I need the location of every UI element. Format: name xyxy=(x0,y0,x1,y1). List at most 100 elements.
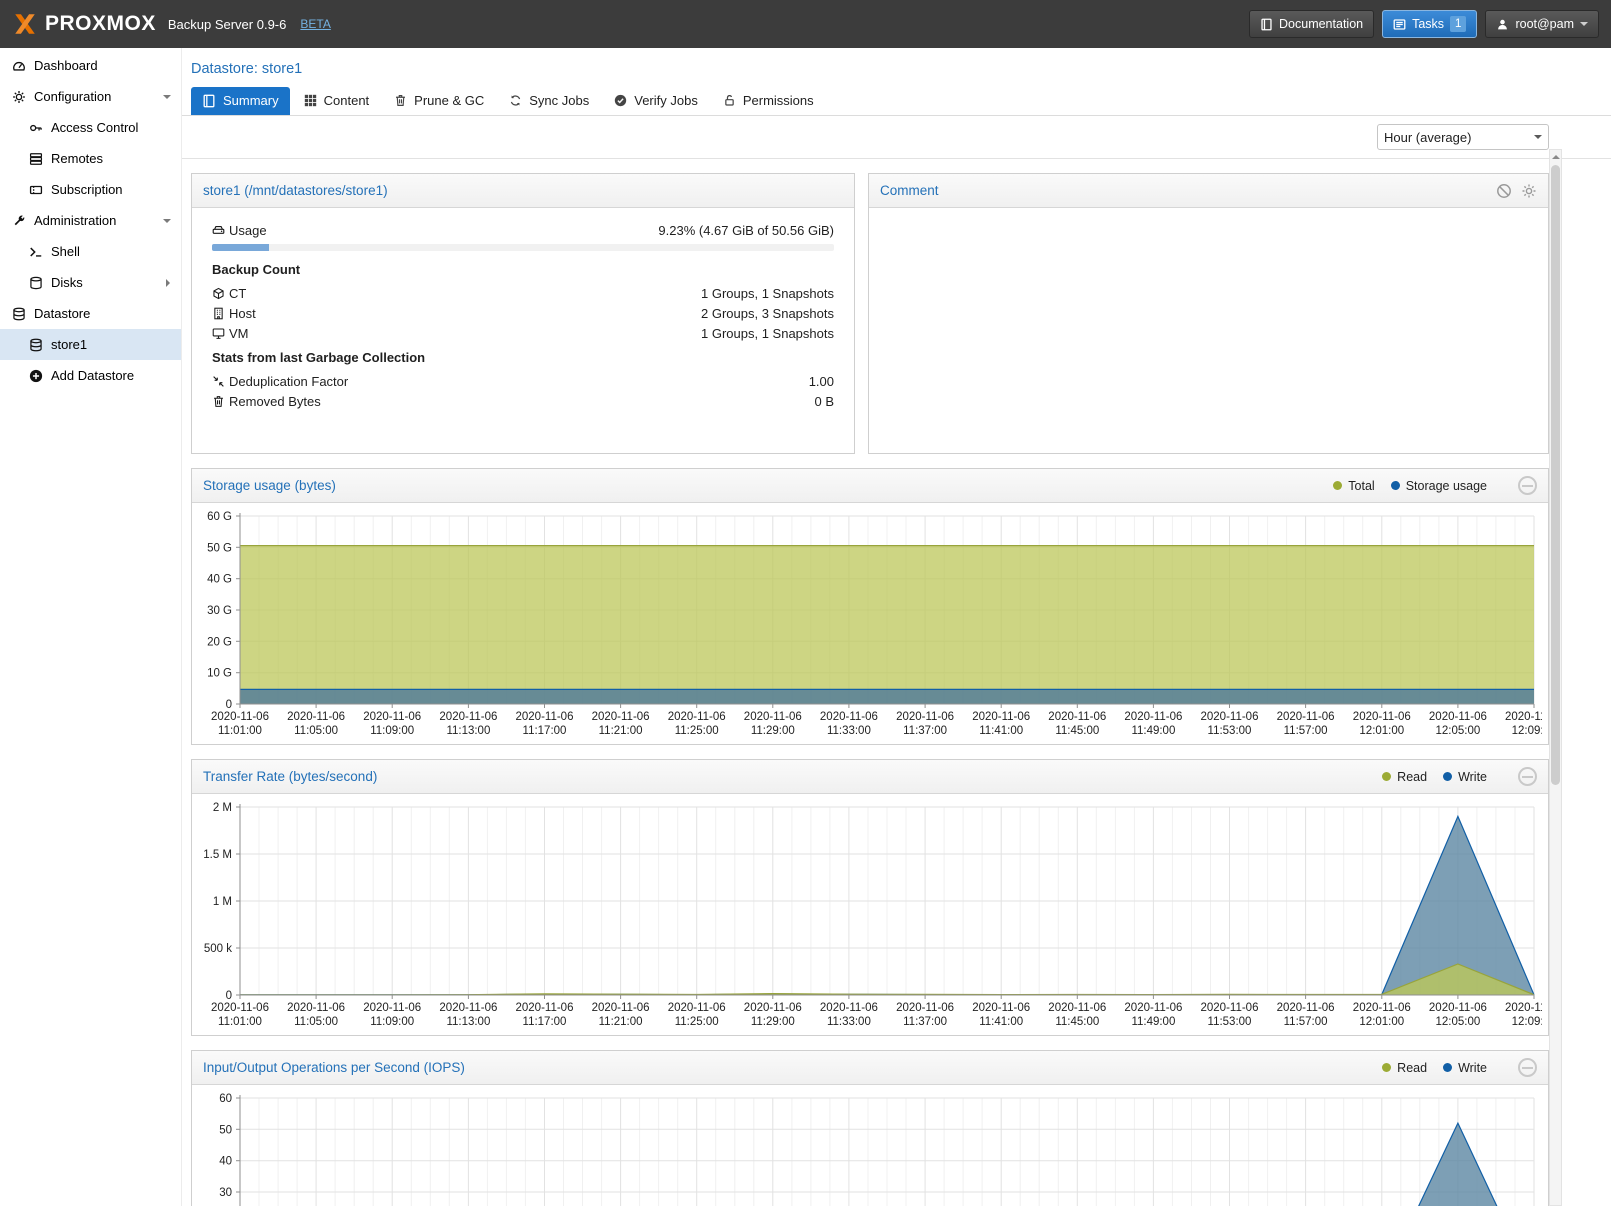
collapse-legend-icon[interactable] xyxy=(1518,767,1537,786)
tab-verify-jobs[interactable]: Verify Jobs xyxy=(603,87,709,115)
comment-panel: Comment xyxy=(868,173,1549,454)
svg-text:2020-11-06: 2020-11-06 xyxy=(516,1002,574,1014)
svg-text:11:17:00: 11:17:00 xyxy=(523,725,567,737)
trash-icon xyxy=(394,94,407,107)
time-period-select[interactable]: Hour (average) xyxy=(1377,124,1549,150)
legend-item-read[interactable]: Read xyxy=(1382,1061,1427,1075)
svg-text:2020-11-06: 2020-11-06 xyxy=(1429,1002,1487,1014)
svg-text:50: 50 xyxy=(219,1124,232,1136)
svg-text:2020-11-06: 2020-11-06 xyxy=(820,1002,878,1014)
proxmox-x-icon xyxy=(12,11,38,37)
tab-content[interactable]: Content xyxy=(293,87,381,115)
svg-text:12:01:00: 12:01:00 xyxy=(1359,1016,1404,1028)
comment-body[interactable] xyxy=(869,208,1548,454)
sidebar-item-remotes[interactable]: Remotes xyxy=(0,143,181,174)
svg-text:2020-11-06: 2020-11-06 xyxy=(1124,711,1182,723)
sidebar-item-shell[interactable]: Shell xyxy=(0,236,181,267)
svg-text:30 G: 30 G xyxy=(207,605,232,617)
clear-comment-icon[interactable] xyxy=(1496,183,1512,199)
svg-text:2020-11-06: 2020-11-06 xyxy=(516,711,574,723)
svg-text:2020-11-06: 2020-11-06 xyxy=(287,1002,345,1014)
dedup-factor-row: Deduplication Factor 1.00 xyxy=(212,371,834,391)
legend-item-read[interactable]: Read xyxy=(1382,770,1427,784)
collapse-legend-icon[interactable] xyxy=(1518,1058,1537,1077)
sidebar-item-add-datastore[interactable]: Add Datastore xyxy=(0,360,181,391)
sidebar-item-configuration[interactable]: Configuration xyxy=(0,81,181,112)
svg-text:1 M: 1 M xyxy=(213,896,232,908)
sidebar-item-disks[interactable]: Disks xyxy=(0,267,181,298)
svg-text:2020-11-06: 2020-11-06 xyxy=(1201,711,1259,723)
host-count-row: Host 2 Groups, 3 Snapshots xyxy=(212,303,834,323)
svg-text:11:37:00: 11:37:00 xyxy=(903,725,947,737)
sidebar-item-administration[interactable]: Administration xyxy=(0,205,181,236)
trash-icon xyxy=(212,395,229,408)
monitor-icon xyxy=(212,327,229,340)
brand-name: PROXMOX xyxy=(45,12,156,35)
tab-sync-jobs[interactable]: Sync Jobs xyxy=(498,87,600,115)
documentation-button[interactable]: Documentation xyxy=(1249,10,1375,38)
sidebar-item-datastore[interactable]: Datastore xyxy=(0,298,181,329)
tab-prune-gc[interactable]: Prune & GC xyxy=(383,87,495,115)
svg-text:11:29:00: 11:29:00 xyxy=(751,1016,795,1028)
storage-usage-chart: 60 G 50 G 40 G 30 G 20 G 10 G 0 2020-11-06 11:01… xyxy=(192,503,1548,744)
tab-summary[interactable]: Summary xyxy=(191,87,290,115)
tab-permissions[interactable]: Permissions xyxy=(712,87,825,115)
legend-item-write[interactable]: Write xyxy=(1443,1061,1487,1075)
beta-link[interactable]: BETA xyxy=(300,17,331,31)
svg-text:11:01:00: 11:01:00 xyxy=(218,1016,262,1028)
grid-icon xyxy=(304,94,317,107)
svg-text:11:33:00: 11:33:00 xyxy=(827,1016,871,1028)
svg-text:11:13:00: 11:13:00 xyxy=(446,725,490,737)
sidebar-item-access-control[interactable]: Access Control xyxy=(0,112,181,143)
plus-circle-icon xyxy=(28,369,43,383)
vertical-scrollbar[interactable] xyxy=(1549,149,1562,1206)
tasks-button[interactable]: Tasks 1 xyxy=(1382,10,1478,38)
svg-text:11:25:00: 11:25:00 xyxy=(675,725,719,737)
svg-text:2020-11-06: 2020-11-06 xyxy=(1048,1002,1106,1014)
legend-item-write[interactable]: Write xyxy=(1443,770,1487,784)
chevron-down-icon xyxy=(163,94,171,103)
svg-text:2020-11-06: 2020-11-06 xyxy=(744,711,802,723)
legend-item-storage-usage[interactable]: Storage usage xyxy=(1390,479,1487,493)
storage-usage-title: Storage usage (bytes) xyxy=(203,478,336,493)
server-icon xyxy=(28,152,43,166)
scroll-up-arrow-icon[interactable] xyxy=(1550,150,1561,163)
usage-value: 9.23% (4.67 GiB of 50.56 GiB) xyxy=(658,222,834,238)
database-icon xyxy=(11,307,26,321)
svg-text:1.5 M: 1.5 M xyxy=(203,849,232,861)
datastore-info-panel: store1 (/mnt/datastores/store1) Usage 9.… xyxy=(191,173,855,454)
svg-text:2020-11-06: 2020-11-06 xyxy=(1201,1002,1259,1014)
collapse-legend-icon[interactable] xyxy=(1518,476,1537,495)
svg-text:2020-11-06: 2020-11-06 xyxy=(363,1002,421,1014)
legend-item-total[interactable]: Total xyxy=(1333,479,1375,493)
cube-icon xyxy=(212,287,229,300)
svg-text:2020-11-06: 2020-11-06 xyxy=(1353,711,1411,723)
svg-text:12:09:00: 12:09:00 xyxy=(1512,1016,1542,1028)
svg-text:11:17:00: 11:17:00 xyxy=(523,1016,567,1028)
task-list-icon xyxy=(1393,18,1406,31)
svg-text:2020-11-06: 2020-11-06 xyxy=(211,711,269,723)
gears-icon xyxy=(11,90,26,104)
legend-dot xyxy=(1382,772,1392,781)
svg-text:500 k: 500 k xyxy=(204,943,232,955)
sidebar-item-dashboard[interactable]: Dashboard xyxy=(0,50,181,81)
svg-text:11:09:00: 11:09:00 xyxy=(370,725,414,737)
removed-bytes-row: Removed Bytes 0 B xyxy=(212,391,834,411)
iops-chart: 60504030201002020-11-0611:01:002020-11-0… xyxy=(192,1085,1548,1206)
tasks-label: Tasks xyxy=(1412,17,1445,31)
storage-usage-panel: Storage usage (bytes) Total Storage usag… xyxy=(191,468,1549,745)
svg-text:2 M: 2 M xyxy=(213,802,232,814)
svg-text:2020-11-06: 2020-11-06 xyxy=(972,711,1030,723)
documentation-label: Documentation xyxy=(1279,17,1364,31)
book-icon xyxy=(1260,18,1273,31)
sidebar-item-subscription[interactable]: Subscription xyxy=(0,174,181,205)
svg-text:2020-11-06: 2020-11-06 xyxy=(1048,711,1106,723)
svg-text:11:53:00: 11:53:00 xyxy=(1208,725,1252,737)
gear-icon[interactable] xyxy=(1521,183,1537,199)
svg-text:11:21:00: 11:21:00 xyxy=(599,1016,643,1028)
user-menu-button[interactable]: root@pam xyxy=(1485,10,1599,38)
unlock-icon xyxy=(723,94,736,107)
sidebar-item-store1[interactable]: store1 xyxy=(0,329,181,360)
scrollbar-thumb[interactable] xyxy=(1551,165,1560,785)
legend-dot xyxy=(1443,772,1453,781)
